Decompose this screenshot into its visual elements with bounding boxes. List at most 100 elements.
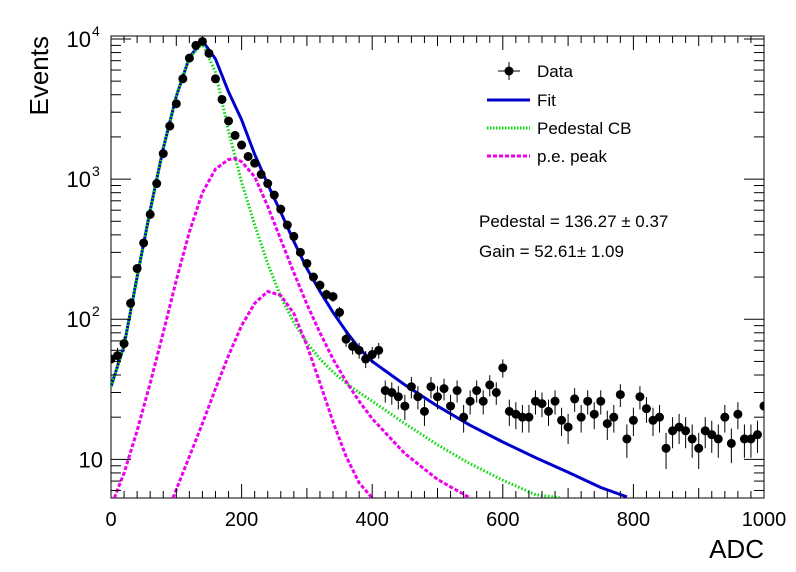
data-point (276, 204, 286, 214)
data-point (439, 378, 449, 401)
data-marker (707, 430, 717, 440)
data-point (498, 359, 508, 378)
data-point (145, 209, 155, 219)
x-tick-label: 1000 (742, 509, 787, 531)
data-point (576, 404, 586, 433)
data-point (126, 298, 136, 309)
data-point (465, 390, 475, 415)
data-point (348, 339, 358, 355)
data-marker (374, 345, 384, 355)
data-marker (315, 280, 325, 290)
x-tick-label: 800 (617, 509, 650, 531)
data-point (544, 399, 554, 426)
data-point (694, 432, 704, 469)
annotation-gain: Gain = 52.61± 1.09 (479, 242, 624, 261)
data-marker (739, 434, 749, 444)
data-marker (113, 351, 123, 361)
data-marker (498, 363, 508, 373)
data-marker (752, 430, 762, 440)
data-point (393, 386, 403, 410)
legend-entry-pe-peak: p.e. peak (487, 147, 607, 166)
data-marker (478, 396, 488, 406)
data-marker (563, 422, 573, 432)
data-marker (361, 354, 371, 364)
data-marker (243, 151, 253, 161)
data-point (628, 407, 638, 437)
data-marker (576, 412, 586, 422)
data-point (165, 121, 175, 131)
data-point (524, 404, 534, 433)
data-marker (557, 415, 567, 425)
data-marker (269, 190, 279, 200)
data-point (217, 94, 227, 104)
data-marker (517, 412, 527, 422)
data-point (237, 140, 247, 150)
data-marker (341, 334, 351, 344)
data-marker (348, 341, 358, 351)
data-marker (400, 401, 410, 411)
data-marker (713, 434, 723, 444)
legend-pedestal-label: Pedestal CB (537, 119, 632, 138)
data-point (406, 376, 416, 399)
data-marker (550, 396, 560, 406)
data-marker (354, 345, 364, 355)
data-marker (387, 388, 397, 398)
data-marker (472, 386, 482, 396)
data-point (563, 413, 573, 444)
data-point (204, 48, 214, 58)
data-marker (570, 394, 580, 404)
data-point (720, 404, 730, 433)
data-point (295, 247, 305, 257)
data-point (635, 386, 645, 410)
series-fit (111, 39, 628, 498)
data-point (243, 151, 253, 161)
legend-fit-label: Fit (537, 91, 556, 110)
x-tick-label: 400 (356, 509, 389, 531)
data-marker (184, 53, 194, 63)
data-point (602, 410, 612, 440)
data-marker (615, 390, 625, 400)
data-marker (263, 179, 273, 189)
data-point (419, 399, 429, 426)
data-point (289, 231, 299, 241)
data-point (583, 390, 593, 415)
legend-entry-pedestal: Pedestal CB (487, 119, 632, 138)
data-marker (406, 382, 416, 392)
data-point (433, 386, 442, 410)
y-tick-label: 10 (67, 307, 91, 332)
data-marker (628, 415, 638, 425)
y-tick-exponent: 2 (92, 303, 100, 319)
data-point (315, 280, 325, 290)
data-point (328, 291, 338, 302)
data-point (224, 116, 234, 126)
data-marker (465, 396, 475, 406)
data-marker (733, 409, 743, 419)
data-point (119, 336, 129, 352)
series-p-e-peak-1 (112, 157, 471, 498)
data-marker (289, 231, 299, 241)
data-point (648, 407, 658, 437)
data-point (550, 390, 560, 415)
data-marker (700, 426, 710, 436)
data-point (615, 384, 625, 408)
data-marker (452, 386, 462, 396)
data-point (452, 380, 462, 403)
data-point (210, 74, 220, 84)
data-point (250, 158, 260, 168)
legend-pe-peak-label: p.e. peak (537, 147, 607, 166)
data-marker (485, 380, 495, 390)
x-axis-label: ADC (709, 534, 764, 564)
data-point (263, 179, 273, 189)
data-point (681, 417, 691, 449)
data-point (308, 272, 318, 282)
data-marker (446, 401, 456, 411)
data-marker (204, 48, 214, 58)
y-tick-label: 10 (67, 27, 91, 52)
data-marker (126, 298, 136, 308)
data-point (537, 392, 547, 418)
data-point (733, 402, 743, 430)
data-marker (308, 272, 318, 282)
data-marker (668, 426, 678, 436)
data-point (361, 351, 371, 369)
